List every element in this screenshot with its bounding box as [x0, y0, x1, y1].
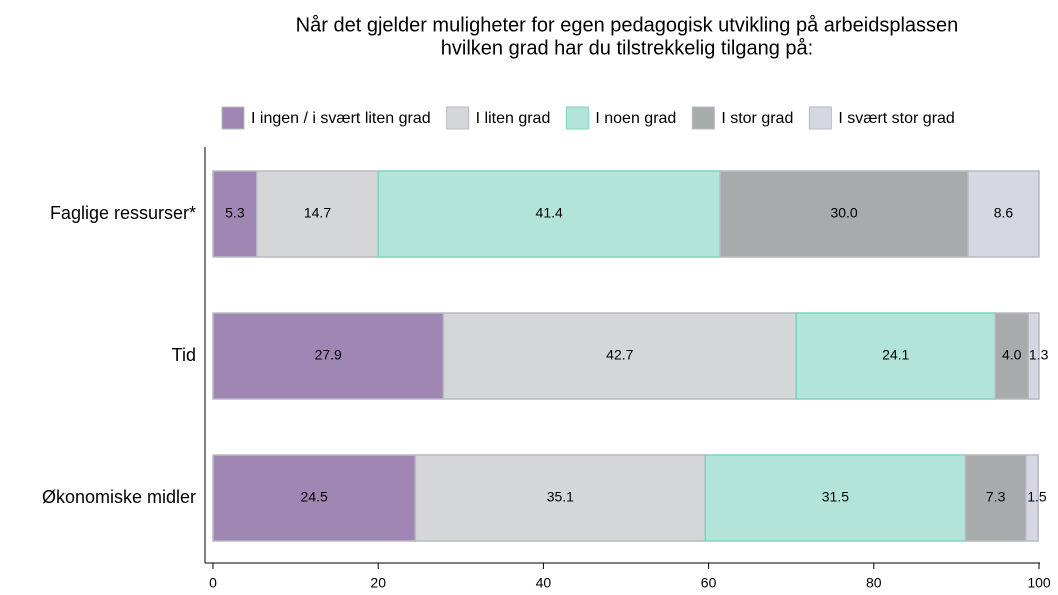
bar-segment — [1027, 312, 1040, 400]
data-label: 1.5 — [1027, 489, 1047, 505]
legend-label: I ingen / i svært liten grad — [251, 110, 431, 127]
bar-segment — [704, 454, 967, 542]
data-label: 30.0 — [830, 205, 857, 221]
x-tick-label: 40 — [536, 575, 552, 591]
bar-segment — [212, 454, 417, 542]
bar-segment — [377, 170, 721, 258]
x-tick-label: 20 — [370, 575, 386, 591]
legend-swatch — [691, 106, 715, 130]
data-label: 41.4 — [536, 205, 563, 221]
data-label: 35.1 — [547, 489, 574, 505]
x-tick-label: 0 — [209, 575, 217, 591]
legend-label: I liten grad — [476, 110, 551, 127]
bar-segment — [442, 312, 797, 400]
bar-segment — [795, 312, 996, 400]
legend-label: I stor grad — [721, 110, 793, 127]
bar-segment — [994, 312, 1030, 400]
legend-swatch — [808, 106, 832, 130]
x-tick-label: 100 — [1027, 575, 1051, 591]
data-label: 4.0 — [1002, 347, 1022, 363]
legend-swatch — [446, 106, 470, 130]
chart-title: Når det gjelder muligheter for egen peda… — [296, 14, 959, 36]
data-label: 31.5 — [822, 489, 849, 505]
y-tick-label: Økonomiske midler — [42, 487, 196, 507]
data-label: 5.3 — [225, 205, 245, 221]
legend-label: I noen grad — [595, 110, 676, 127]
chart-title: hvilken grad har du tilstrekkelig tilgan… — [441, 37, 813, 59]
data-label: 1.3 — [1029, 347, 1049, 363]
bar-segment — [1025, 454, 1039, 542]
bar-segment — [212, 170, 258, 258]
legend-label: I svært stor grad — [838, 110, 954, 127]
legend-swatch — [221, 106, 245, 130]
bar-segment — [256, 170, 379, 258]
bar-segment — [212, 312, 445, 400]
data-label: 27.9 — [315, 347, 342, 363]
x-tick-label: 60 — [701, 575, 717, 591]
data-label: 42.7 — [606, 347, 633, 363]
data-label: 14.7 — [304, 205, 331, 221]
data-label: 7.3 — [986, 489, 1006, 505]
data-label: 24.1 — [882, 347, 909, 363]
y-tick-label: Faglige ressurser* — [50, 203, 196, 223]
legend-swatch — [565, 106, 589, 130]
x-tick-label: 80 — [866, 575, 882, 591]
bar-segment — [967, 170, 1040, 258]
data-label: 8.6 — [994, 205, 1014, 221]
bar-segment — [414, 454, 707, 542]
bar-segment — [964, 454, 1027, 542]
y-tick-label: Tid — [172, 345, 196, 365]
data-label: 24.5 — [301, 489, 328, 505]
